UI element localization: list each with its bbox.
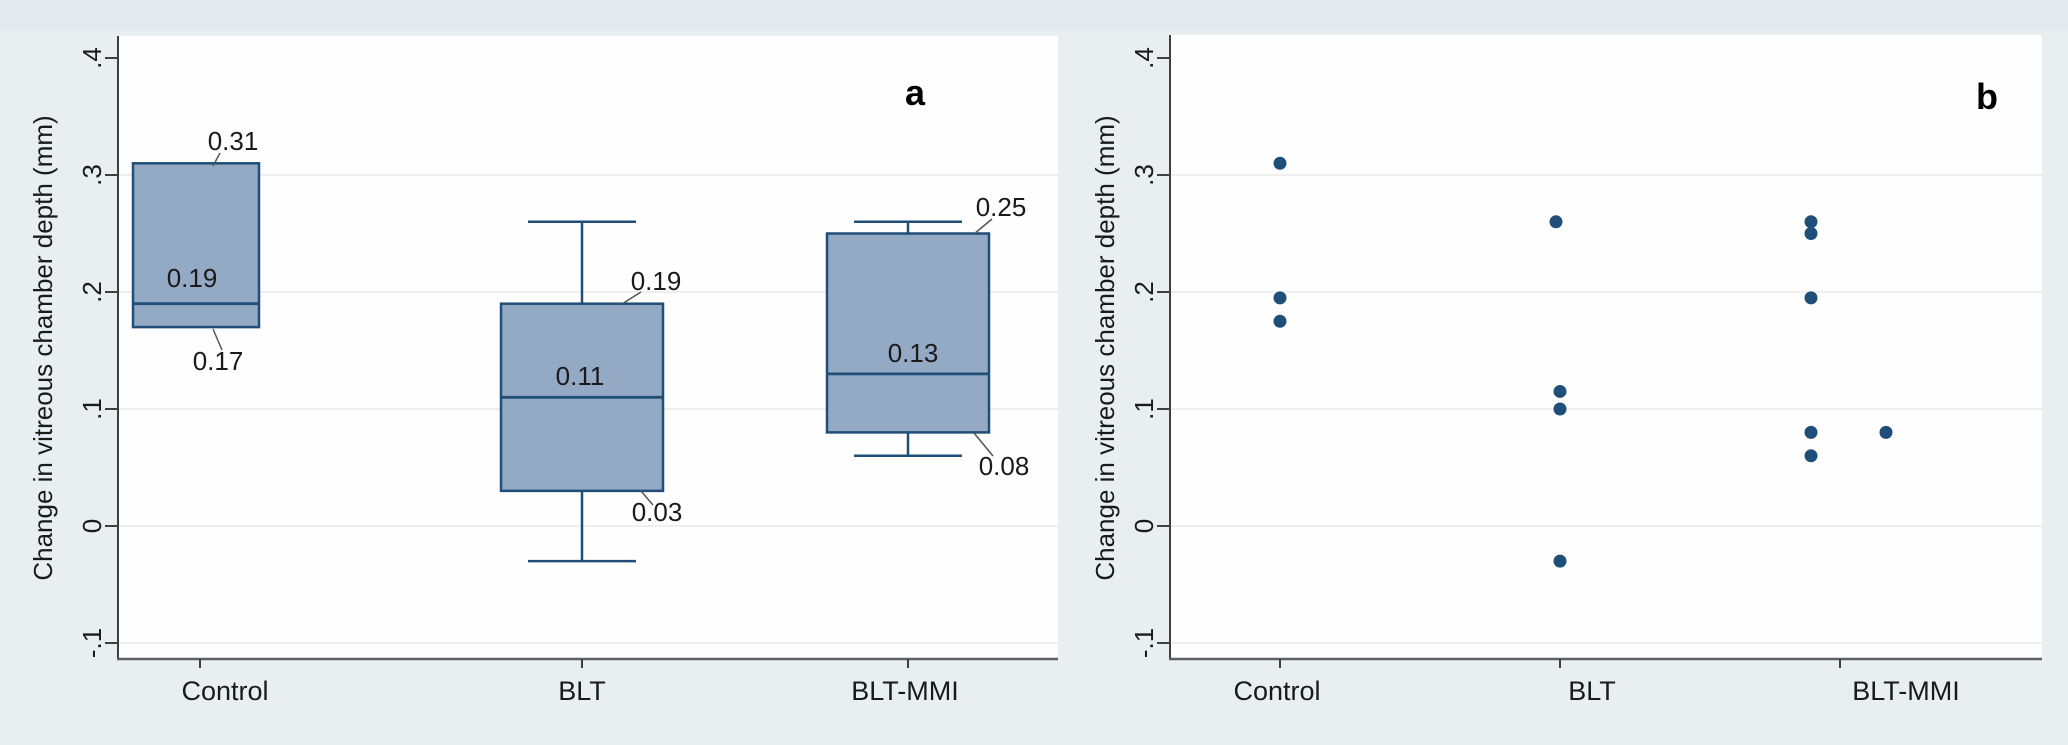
scatter-point — [1273, 156, 1287, 170]
y-tick-label: .3 — [1129, 164, 1159, 186]
panel-b-y-axis-title: Change in vitreous chamber depth (mm) — [1090, 115, 1120, 580]
box-control — [131, 162, 261, 329]
scatter-point — [1273, 291, 1287, 305]
annotation-connector — [212, 152, 221, 167]
annotation-median-label: 0.13 — [888, 338, 939, 368]
y-tick-label: 0 — [77, 519, 107, 533]
annotation-q1-label: 0.08 — [979, 451, 1030, 481]
y-tick-label: .4 — [1129, 47, 1159, 69]
annotation-median-label: 0.11 — [556, 361, 605, 391]
y-tick-label: .1 — [77, 398, 107, 420]
scatter-point — [1273, 314, 1287, 328]
category-label-control: Control — [181, 676, 268, 706]
y-tick-label: -.1 — [1129, 628, 1159, 658]
annotation-q1-label: 0.17 — [193, 346, 244, 376]
scatter-point — [1553, 402, 1567, 416]
y-tick-label: .1 — [1129, 398, 1159, 420]
panel-b-letter: b — [1976, 76, 1998, 117]
scatter-point — [1553, 554, 1567, 568]
scatter-point — [1549, 215, 1563, 229]
y-tick-label: .2 — [1129, 281, 1159, 303]
annotation-q1-label: 0.03 — [632, 497, 683, 527]
category-label-blt: BLT — [558, 676, 606, 706]
annotation-q3-label: 0.19 — [631, 266, 682, 296]
scatter-point — [1804, 425, 1818, 439]
y-tick-label: .3 — [77, 164, 107, 186]
category-label-blt-mmi: BLT-MMI — [1852, 676, 1960, 706]
category-label-blt-mmi: BLT-MMI — [851, 676, 959, 706]
y-tick-label: .2 — [77, 281, 107, 303]
annotation-connector — [973, 432, 994, 457]
annotation-q3-label: 0.25 — [976, 192, 1027, 222]
y-tick-label: 0 — [1129, 519, 1159, 533]
y-tick-label: .4 — [77, 47, 107, 69]
y-tick-label: -.1 — [77, 628, 107, 658]
panel-b-scatterplot: .4 .3 .2 .1 0 -.1 Control BLT BLT-MMI — [1129, 35, 2042, 706]
page-top-band — [0, 0, 2068, 30]
scatter-point — [1553, 384, 1567, 398]
annotation-median-label: 0.19 — [167, 263, 218, 293]
box-blt-mmi — [825, 232, 991, 434]
category-label-blt: BLT — [1568, 676, 1616, 706]
scatter-point — [1879, 425, 1893, 439]
annotation-connector — [640, 490, 654, 506]
annotation-q3-label: 0.31 — [208, 126, 259, 156]
annotation-connector — [973, 218, 993, 235]
scatter-point — [1804, 227, 1818, 240]
scatter-point — [1804, 449, 1818, 463]
panel-a-boxplot: .4 .3 .2 .1 0 -.1 Control BLT BLT-MMI 0.31 0.19 0.1… — [77, 36, 1058, 706]
panel-a-letter: a — [905, 72, 926, 113]
plot-background — [1170, 35, 2042, 659]
annotation-connector — [621, 291, 642, 305]
panel-a-y-axis-title: Change in vitreous chamber depth (mm) — [28, 115, 58, 580]
scatter-point — [1804, 291, 1818, 305]
category-label-control: Control — [1233, 676, 1320, 706]
scatter-point — [1804, 215, 1818, 229]
annotation-connector — [212, 328, 223, 351]
